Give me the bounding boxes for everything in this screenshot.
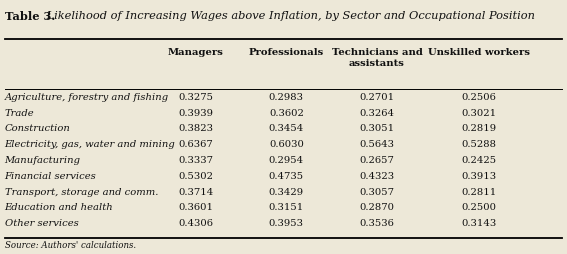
Text: Table 3.: Table 3. [5,11,55,22]
Text: 0.3051: 0.3051 [359,124,395,133]
Text: Other services: Other services [5,219,78,228]
Text: 0.3913: 0.3913 [462,172,497,181]
Text: 0.3337: 0.3337 [178,156,213,165]
Text: Electricity, gas, water and mining: Electricity, gas, water and mining [5,140,175,149]
Text: 0.5288: 0.5288 [462,140,497,149]
Text: 0.3536: 0.3536 [359,219,395,228]
Text: 0.4323: 0.4323 [359,172,395,181]
Text: 0.2500: 0.2500 [462,203,497,212]
Text: Transport, storage and comm.: Transport, storage and comm. [5,187,158,197]
Text: 0.4735: 0.4735 [269,172,304,181]
Text: 0.3275: 0.3275 [178,93,213,102]
Text: 0.2506: 0.2506 [462,93,497,102]
Text: 0.6030: 0.6030 [269,140,304,149]
Text: Financial services: Financial services [5,172,96,181]
Text: 0.5302: 0.5302 [178,172,213,181]
Text: 0.3143: 0.3143 [462,219,497,228]
Text: 0.4306: 0.4306 [178,219,213,228]
Text: 0.2811: 0.2811 [462,187,497,197]
Text: Construction: Construction [5,124,70,133]
Text: 0.3429: 0.3429 [269,187,304,197]
Text: 0.3823: 0.3823 [178,124,213,133]
Text: 0.2954: 0.2954 [269,156,304,165]
Text: Managers: Managers [168,48,223,57]
Text: 0.3151: 0.3151 [269,203,304,212]
Text: 0.3953: 0.3953 [269,219,304,228]
Text: Manufacturing: Manufacturing [5,156,81,165]
Text: Technicians and
assistants: Technicians and assistants [332,48,422,68]
Text: Education and health: Education and health [5,203,113,212]
Text: 0.3602: 0.3602 [269,108,304,118]
Text: 0.5643: 0.5643 [359,140,395,149]
Text: Source: Authors' calculations.: Source: Authors' calculations. [5,241,136,250]
Text: Agriculture, forestry and fishing: Agriculture, forestry and fishing [5,93,168,102]
Text: 0.3601: 0.3601 [178,203,213,212]
Text: 0.2425: 0.2425 [462,156,497,165]
Text: 0.2819: 0.2819 [462,124,497,133]
Text: 0.3021: 0.3021 [462,108,497,118]
Text: Professionals: Professionals [249,48,324,57]
Text: 0.2983: 0.2983 [269,93,304,102]
Text: 0.3264: 0.3264 [359,108,395,118]
Text: 0.3939: 0.3939 [178,108,213,118]
Text: 0.3057: 0.3057 [359,187,395,197]
Text: 0.3454: 0.3454 [269,124,304,133]
Text: 0.2657: 0.2657 [359,156,395,165]
Text: Likelihood of Increasing Wages above Inflation, by Sector and Occupational Posit: Likelihood of Increasing Wages above Inf… [43,11,535,21]
Text: 0.2701: 0.2701 [359,93,395,102]
Text: 0.6367: 0.6367 [178,140,213,149]
Text: Trade: Trade [5,108,34,118]
Text: 0.2870: 0.2870 [359,203,395,212]
Text: Unskilled workers: Unskilled workers [428,48,530,57]
Text: 0.3714: 0.3714 [178,187,213,197]
